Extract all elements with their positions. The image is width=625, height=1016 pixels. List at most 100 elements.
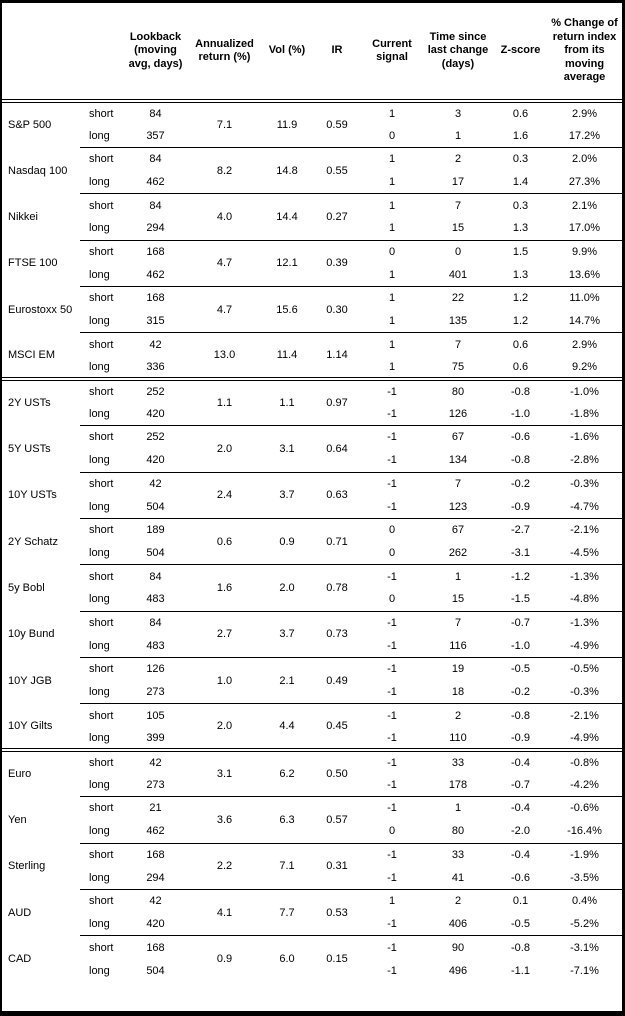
cell-days-since-change-short: 22 (422, 285, 494, 310)
cell-z-score-long: -0.2 (511, 686, 530, 699)
horizon-label-long: long (89, 268, 110, 281)
cell-days-since-change-long: 126 (448, 407, 468, 420)
cell-lookback-short: 189 (124, 517, 187, 542)
row-long: long 336 1 75 0.6 9.2% (2, 356, 622, 379)
instrument-group: Yen short 21 3.6 6.3 0.57 -1 1 -0.4 -0.6% long 462 0… (2, 796, 622, 843)
cell-pct-change-short: -0.3% (547, 471, 622, 496)
cell-lookback-long: 294 (146, 222, 165, 235)
cell-annualized-return: 3.1 (187, 748, 262, 797)
col-header-instrument (2, 3, 80, 103)
cell-annualized-return: 4.7 (187, 239, 262, 287)
cell-lookback-short: 252 (124, 377, 187, 403)
cell-pct-change-long: 9.2% (571, 360, 598, 373)
cell-z-score-short: -0.4 (494, 796, 547, 820)
cell-ir: 0.73 (312, 610, 362, 658)
cell-lookback-short: 168 (124, 842, 187, 867)
cell-annualized-return: 0.6 (187, 517, 262, 565)
cell-annualized-return: 2.7 (187, 610, 262, 658)
cell-signal-long: 1 (388, 268, 396, 281)
horizon-label-short: short (80, 703, 124, 728)
cell-signal-long: -1 (387, 454, 397, 467)
cell-signal-short: 1 (362, 146, 422, 171)
cell-days-since-change-short: 90 (422, 935, 494, 959)
row-long: long 504 -1 123 -0.9 -4.7% (2, 495, 622, 518)
row-long: long 420 -1 406 -0.5 -5.2% (2, 913, 622, 936)
horizon-label-short: short (80, 377, 124, 403)
horizon-label-long: long (89, 315, 110, 328)
cell-z-score-short: 0.3 (494, 193, 547, 217)
instrument-name: Yen (8, 813, 27, 826)
row-short: Nikkei short 84 4.0 14.4 0.27 1 7 0.3 2.1% (2, 193, 622, 241)
cell-ir: 0.50 (312, 748, 362, 797)
cell-days-since-change-long: 15 (451, 593, 465, 606)
row-short: Nasdaq 100 short 84 8.2 14.8 0.55 1 2 0.3 2.0% (2, 146, 622, 194)
horizon-label-long: long (89, 964, 110, 977)
cell-pct-change-short: 2.1% (547, 193, 622, 217)
cell-annualized-return: 1.1 (187, 377, 262, 426)
cell-signal-long: 0 (388, 825, 396, 838)
cell-days-since-change-long: 406 (448, 917, 468, 930)
cell-z-score-long: 1.4 (512, 175, 529, 188)
cell-signal-long: -1 (387, 407, 397, 420)
cell-signal-short: -1 (362, 656, 422, 681)
cell-ir: 0.64 (312, 425, 362, 472)
cell-days-since-change-short: 7 (422, 332, 494, 357)
cell-days-since-change-short: 7 (422, 193, 494, 217)
cell-vol: 1.1 (262, 377, 312, 426)
instrument-group: MSCI EM short 42 13.0 11.4 1.14 1 7 0.6 2.9% long 3… (2, 332, 622, 380)
row-long: long 315 1 135 1.2 14.7% (2, 310, 622, 333)
instrument-group: Nasdaq 100 short 84 8.2 14.8 0.55 1 2 0.3 2.0% lon… (2, 146, 622, 194)
instrument-group: Sterling short 168 2.2 7.1 0.31 -1 33 -0.4 -1.9% l… (2, 842, 622, 890)
cell-signal-long: -1 (387, 731, 397, 744)
cell-signal-long: -1 (387, 500, 397, 513)
cell-z-score-long: -0.8 (511, 454, 530, 467)
cell-lookback-long: 462 (146, 825, 165, 838)
cell-days-since-change-short: 2 (422, 146, 494, 171)
cell-pct-change-short: 2.9% (571, 107, 598, 120)
cell-pct-change-short: 0.4% (547, 888, 622, 913)
cell-lookback-long: 273 (146, 686, 165, 699)
cell-z-score-short: -0.4 (494, 748, 547, 774)
cell-days-since-change-long: 401 (448, 268, 468, 281)
cell-z-score-long: -0.5 (511, 917, 530, 930)
cell-pct-change-short: -0.8% (547, 748, 622, 774)
cell-ir: 0.31 (312, 842, 362, 890)
cell-pct-change-long: 17.2% (568, 129, 601, 142)
row-long: long 420 -1 134 -0.8 -2.8% (2, 449, 622, 472)
cell-annualized-return: 2.0 (187, 703, 262, 751)
cell-vol: 2.0 (262, 564, 312, 612)
row-long: long 420 -1 126 -1.0 -1.8% (2, 402, 622, 425)
cell-days-since-change-long: 496 (448, 964, 468, 977)
instrument-group: 10Y Gilts short 105 2.0 4.4 0.45 -1 2 -0.8 -2.1% l… (2, 703, 622, 751)
cell-lookback-short: 84 (149, 107, 162, 120)
cell-days-since-change-short: 1 (422, 564, 494, 588)
cell-lookback-short: 84 (124, 610, 187, 635)
cell-lookback-long: 462 (146, 175, 165, 188)
cell-lookback-short: 42 (124, 748, 187, 774)
cell-days-since-change-short: 33 (422, 842, 494, 867)
cell-vol: 11.4 (262, 332, 312, 380)
cell-lookback-long: 399 (146, 731, 165, 744)
row-long: long 462 0 80 -2.0 -16.4% (2, 820, 622, 843)
cell-signal-long: 0 (388, 546, 396, 559)
cell-ir: 0.57 (312, 796, 362, 843)
cell-pct-change-short: -2.1% (547, 517, 622, 542)
instrument-name: MSCI EM (8, 349, 56, 362)
cell-annualized-return: 4.7 (187, 285, 262, 333)
cell-z-score-long: 1.6 (512, 129, 529, 142)
cell-lookback-long: 315 (146, 315, 165, 328)
cell-z-score-long: -1.5 (511, 593, 530, 606)
cell-pct-change-long: 27.3% (568, 175, 601, 188)
cell-signal-short: -1 (362, 935, 422, 959)
col-header-time-since-change: Time since last change (days) (422, 3, 494, 103)
row-short: 5y Bobl short 84 1.6 2.0 0.78 -1 1 -1.2 -1.3% (2, 564, 622, 612)
cell-days-since-change-long: 17 (451, 175, 465, 188)
horizon-label-long: long (89, 407, 110, 420)
instrument-group: S&P 500 short 84 7.1 11.9 0.59 1 3 0.6 2.9% long 35… (2, 101, 622, 147)
cell-days-since-change-short: 7 (422, 471, 494, 496)
cell-ir: 0.71 (312, 517, 362, 565)
instrument-group: 5y Bobl short 84 1.6 2.0 0.78 -1 1 -1.2 -1.3% long… (2, 564, 622, 612)
cell-days-since-change-short: 0 (422, 239, 494, 264)
cell-days-since-change-long: 18 (451, 686, 465, 699)
